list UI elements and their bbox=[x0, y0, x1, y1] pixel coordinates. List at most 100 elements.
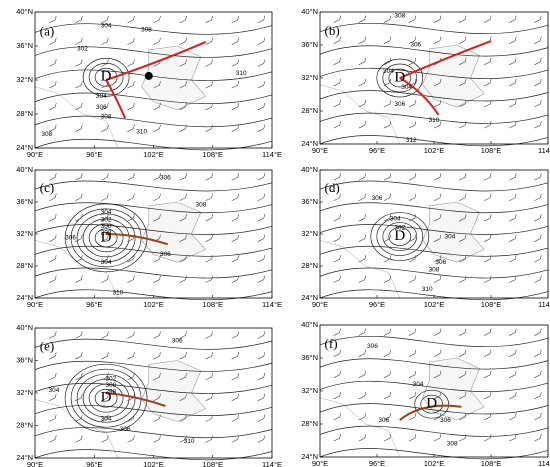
wind-barb bbox=[408, 234, 417, 242]
wind-barb bbox=[127, 435, 135, 443]
wind-barb bbox=[408, 255, 417, 263]
wind-barb bbox=[257, 414, 266, 422]
wind-barb bbox=[257, 124, 266, 132]
wind-barb bbox=[383, 434, 392, 442]
border bbox=[319, 240, 401, 299]
contour-line bbox=[319, 22, 549, 35]
wind-barb bbox=[333, 78, 341, 87]
wind-barb bbox=[205, 275, 213, 283]
wind-barb bbox=[509, 275, 517, 283]
wind-barb bbox=[205, 173, 213, 181]
wind-barb bbox=[257, 193, 266, 201]
wind-barb bbox=[408, 121, 417, 129]
contour-label: 304 bbox=[445, 233, 456, 240]
wind-barb bbox=[75, 37, 83, 45]
wind-barb bbox=[101, 15, 109, 24]
lat-tick-label: 36°N bbox=[16, 41, 33, 50]
contour-line bbox=[34, 92, 273, 105]
wind-barb bbox=[534, 349, 542, 357]
wind-barb bbox=[101, 255, 109, 263]
wind-barb bbox=[408, 214, 417, 222]
wind-barb bbox=[458, 78, 467, 87]
contour-line bbox=[319, 245, 549, 257]
wind-barb bbox=[333, 412, 341, 421]
wind-barb bbox=[333, 434, 341, 442]
wind-barb bbox=[408, 15, 417, 23]
wind-barb bbox=[509, 412, 517, 421]
panel-label: (f) bbox=[325, 336, 338, 351]
contour-line bbox=[319, 67, 549, 79]
contour-label: 304 bbox=[390, 215, 401, 222]
lon-tick-label: 108°E bbox=[481, 459, 502, 467]
wind-barb bbox=[49, 81, 57, 89]
wind-barb bbox=[205, 435, 213, 443]
wind-barb bbox=[179, 81, 187, 89]
wind-barb bbox=[75, 193, 83, 201]
lon-tick-label: 108°E bbox=[202, 150, 223, 159]
wind-barb bbox=[458, 15, 467, 23]
wind-barb bbox=[484, 15, 492, 23]
contour-label: 308 bbox=[195, 201, 206, 208]
wind-barb bbox=[205, 124, 213, 132]
wind-barb bbox=[127, 275, 135, 283]
wind-barb bbox=[358, 349, 367, 357]
contour-label: 306 bbox=[367, 343, 378, 350]
contour-line bbox=[319, 224, 549, 235]
wind-barb bbox=[75, 255, 83, 263]
wind-barb bbox=[179, 173, 187, 181]
lon-tick-label: 108°E bbox=[481, 300, 502, 309]
wind-barb bbox=[231, 275, 240, 283]
wind-barb bbox=[101, 102, 109, 111]
wind-barb bbox=[509, 349, 517, 357]
wind-barb bbox=[408, 434, 417, 442]
wind-barb bbox=[127, 193, 135, 201]
wind-barb bbox=[101, 124, 109, 132]
wind-barb bbox=[509, 99, 517, 108]
wind-barb bbox=[127, 124, 135, 132]
contour-ring bbox=[370, 212, 430, 261]
low-center: D bbox=[426, 396, 437, 412]
wind-barb bbox=[49, 372, 57, 381]
wind-barb bbox=[127, 59, 135, 67]
wind-barb bbox=[231, 393, 240, 402]
contour-label: 308 bbox=[394, 13, 405, 20]
contour-label: 306 bbox=[378, 417, 389, 424]
wind-barb bbox=[231, 255, 240, 263]
lat-tick-label: 24°N bbox=[16, 293, 33, 302]
wind-barb bbox=[101, 414, 109, 422]
wind-barb bbox=[509, 78, 517, 87]
wind-barb bbox=[358, 99, 367, 108]
lon-tick-label: 108°E bbox=[202, 300, 223, 309]
wind-barb bbox=[101, 59, 109, 67]
wind-barb bbox=[231, 124, 240, 132]
wind-barb bbox=[358, 412, 367, 421]
contour-line bbox=[34, 383, 273, 394]
wind-barb bbox=[49, 15, 57, 24]
wind-barb bbox=[458, 121, 467, 129]
contour-line bbox=[319, 112, 549, 124]
wind-barb bbox=[534, 328, 542, 336]
wind-barb bbox=[509, 234, 517, 242]
wind-barb bbox=[179, 393, 187, 402]
wind-barb bbox=[509, 391, 517, 400]
wind-barb bbox=[179, 102, 187, 111]
lon-tick-label: 114°E bbox=[262, 460, 282, 467]
contour-ring bbox=[382, 63, 418, 93]
contour-line bbox=[34, 224, 273, 235]
marker-dot bbox=[144, 71, 153, 80]
panel-label: (d) bbox=[325, 180, 340, 195]
wind-barb bbox=[333, 328, 341, 336]
lat-tick-label: 28°N bbox=[16, 109, 33, 118]
lon-tick-label: 102°E bbox=[143, 150, 164, 159]
wind-barb bbox=[333, 234, 341, 242]
wind-barb bbox=[205, 414, 213, 422]
wind-barb bbox=[49, 435, 57, 443]
wind-barb bbox=[408, 275, 417, 283]
wind-barb bbox=[179, 331, 187, 339]
wind-barb bbox=[484, 173, 492, 181]
wind-barb bbox=[231, 193, 240, 201]
lat-tick-label: 28°N bbox=[16, 261, 33, 270]
wind-barb bbox=[205, 193, 213, 201]
wind-barb bbox=[484, 234, 492, 242]
wind-barb bbox=[231, 435, 240, 443]
